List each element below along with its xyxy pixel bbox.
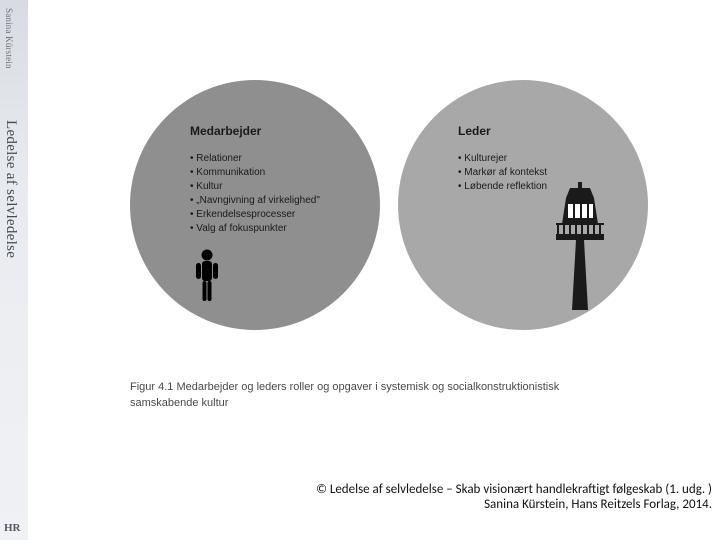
bullet-item: Løbende reflektion <box>458 180 547 194</box>
bullet-item: Markør af kontekst <box>458 166 547 180</box>
book-spine-strip: Sanina Kürstein Ledelse af selvledelse H… <box>0 0 28 540</box>
spine-title: Ledelse af selvledelse <box>2 120 19 258</box>
circle-medarbejder: Medarbejder Relationer Kommunikation Kul… <box>130 80 380 330</box>
bullet-item: Relationer <box>190 152 320 166</box>
credit-line-2: Sanina Kürstein, Hans Reitzels Forlag, 2… <box>212 497 712 512</box>
publisher-mark: HR <box>4 522 21 534</box>
bullets-leder: Kulturejer Markør af kontekst Løbende re… <box>458 152 547 194</box>
figure-caption: Figur 4.1 Medarbejder og leders roller o… <box>130 380 590 412</box>
bullets-medarbejder: Relationer Kommunikation Kultur „Navngiv… <box>190 152 320 236</box>
comparison-diagram: Medarbejder Relationer Kommunikation Kul… <box>130 80 690 360</box>
person-icon <box>192 248 222 304</box>
bullet-item: Kommunikation <box>190 166 320 180</box>
circle-leder: Leder Kulturejer Markør af kontekst Løbe… <box>398 80 648 330</box>
credit-line-1: © Ledelse af selvledelse – Skab visionær… <box>316 482 712 497</box>
bullet-item: Kulturejer <box>458 152 547 166</box>
bullet-item: „Navngivning af virkelighed" <box>190 194 320 208</box>
spine-author: Sanina Kürstein <box>4 8 14 69</box>
circle-heading-medarbejder: Medarbejder <box>190 124 261 138</box>
circle-heading-leder: Leder <box>458 124 491 138</box>
bullet-item: Erkendelsesprocesser <box>190 208 320 222</box>
control-tower-icon <box>550 180 610 310</box>
bullet-item: Kultur <box>190 180 320 194</box>
copyright-credit: © Ledelse af selvledelse – Skab visionær… <box>212 482 712 512</box>
bullet-item: Valg af fokuspunkter <box>190 222 320 236</box>
